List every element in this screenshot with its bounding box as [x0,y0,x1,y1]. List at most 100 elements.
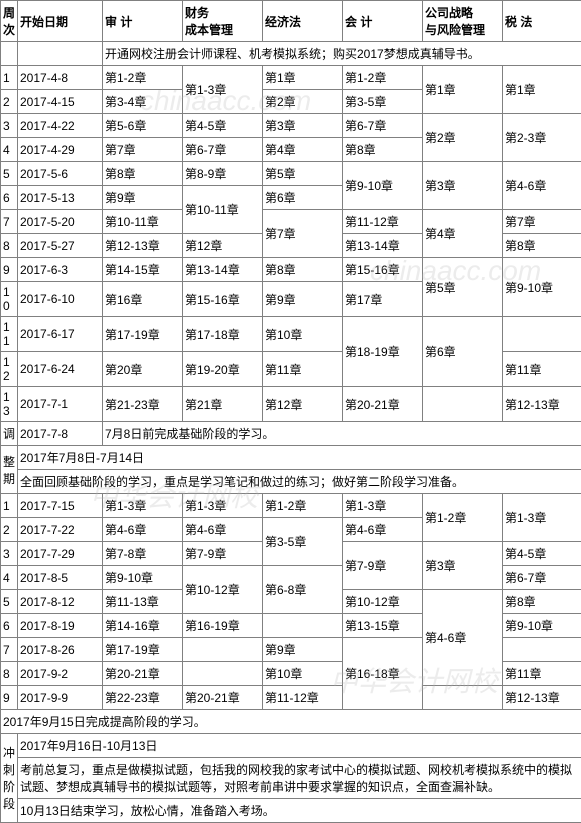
cell: 全面回顾基础阶段的学习，重点是学习笔记和做过的练习；做好第二阶段学习准备。 [18,470,581,494]
cell: 第8-9章 [183,162,263,186]
cell: 第3-5章 [343,90,423,114]
cell: 第1-2章 [103,66,183,90]
cell: 2017-9-9 [18,686,103,710]
cell: 2 [1,518,18,542]
cell: 第7章 [103,138,183,162]
cell: 2017-8-26 [18,638,103,662]
col-strategy: 公司战略 与风险管理 [423,1,503,42]
cell [423,387,503,422]
cell: 2017-5-27 [18,234,103,258]
cell: 第3-4章 [103,90,183,114]
cell: 第17-19章 [103,638,183,662]
cell: 第6章 [423,317,503,387]
cell [18,42,103,66]
cell: 2017-6-24 [18,352,103,387]
cell: 第10-11章 [183,186,263,234]
cell [263,614,343,638]
cell: 第5章 [263,162,343,186]
cell: 2017年7月8日-7月14日 [18,446,581,470]
cell: 12 [1,352,18,387]
cell: 第12-13章 [103,234,183,258]
cell: 第8章 [503,234,581,258]
cell: 5 [1,590,18,614]
cell: 第16-18章 [343,638,423,710]
cell: 第1-3章 [103,494,183,518]
cell: 第13-15章 [343,614,423,638]
cell: 第9-10章 [343,162,423,210]
cell: 6 [1,614,18,638]
cell: 2017-6-10 [18,282,103,317]
cell: 第7-9章 [183,542,263,566]
cell: 第22-23章 [103,686,183,710]
cell: 第20-21章 [183,686,263,710]
cell: 第4章 [423,210,503,258]
cell: 10 [1,282,18,317]
cell: 2017-8-19 [18,614,103,638]
cell: 9 [1,258,18,282]
cell: 2017-5-6 [18,162,103,186]
cell: 3 [1,114,18,138]
cell: 第11-12章 [343,210,423,234]
cell: 第16章 [103,282,183,317]
cell: 第12-13章 [503,387,581,422]
cell: 2017-6-3 [18,258,103,282]
cell: 第19-20章 [183,352,263,387]
cell: 8 [1,662,18,686]
cell: 2017-5-13 [18,186,103,210]
cell: 2017年9月16日-10月13日 [18,734,581,758]
cell: 第10章 [263,662,343,686]
cell: 2017-6-17 [18,317,103,352]
col-audit: 审 计 [103,1,183,42]
col-econ: 经济法 [263,1,343,42]
cell: 第10章 [263,317,343,352]
cell: 第1-3章 [183,494,263,518]
cell: 8 [1,234,18,258]
cell: 7 [1,210,18,234]
cell: 第9-10章 [103,566,183,590]
cell: 第3-5章 [263,518,343,566]
cell: 第4-5章 [183,114,263,138]
study-plan-table: 周次 开始日期 审 计 财务 成本管理 经济法 会 计 公司战略 与风险管理 税… [0,0,581,823]
cell: 第20-21章 [103,662,183,686]
cell: 7 [1,638,18,662]
cell: 2017-8-12 [18,590,103,614]
cell: 第1章 [503,66,581,114]
cell: 第21章 [183,387,263,422]
cell: 第20-21章 [343,387,423,422]
cell: 第4-5章 [503,542,581,566]
cell [183,662,263,686]
cell: 2017-4-22 [18,114,103,138]
header-row: 周次 开始日期 审 计 财务 成本管理 经济法 会 计 公司战略 与风险管理 税… [1,1,581,42]
cell: 第3章 [423,162,503,210]
col-week: 周次 [1,1,18,42]
cell: 第11章 [503,662,581,686]
cell: 第15-16章 [343,258,423,282]
cell: 第11章 [263,352,343,387]
cell: 第8章 [343,138,423,162]
cell: 2017-8-5 [18,566,103,590]
cell: 2017-7-15 [18,494,103,518]
cell: 第1章 [423,66,503,114]
cell: 第20章 [103,352,183,387]
cell: 第1-2章 [423,494,503,542]
cell: 第17-18章 [183,317,263,352]
cell: 第3章 [423,542,503,590]
cell: 第1-2章 [343,66,423,90]
cell: 2017-7-8 [18,422,103,446]
cell: 第13-14章 [343,234,423,258]
cell: 第11章 [503,352,581,387]
cell: 4 [1,566,18,590]
cell: 第12-13章 [503,686,581,710]
cell: 第5-6章 [103,114,183,138]
cell: 9 [1,686,18,710]
cell: 第9章 [263,638,343,662]
cell: 第15-16章 [183,282,263,317]
cell: 第9-10章 [503,258,581,317]
cell: 冲刺阶段 [1,734,18,823]
cell: 第3章 [263,114,343,138]
cell: 第1章 [263,66,343,90]
cell: 6 [1,186,18,210]
cell: 第4-6章 [343,518,423,542]
cell: 第11-13章 [103,590,183,614]
cell: 第10-12章 [183,566,263,614]
